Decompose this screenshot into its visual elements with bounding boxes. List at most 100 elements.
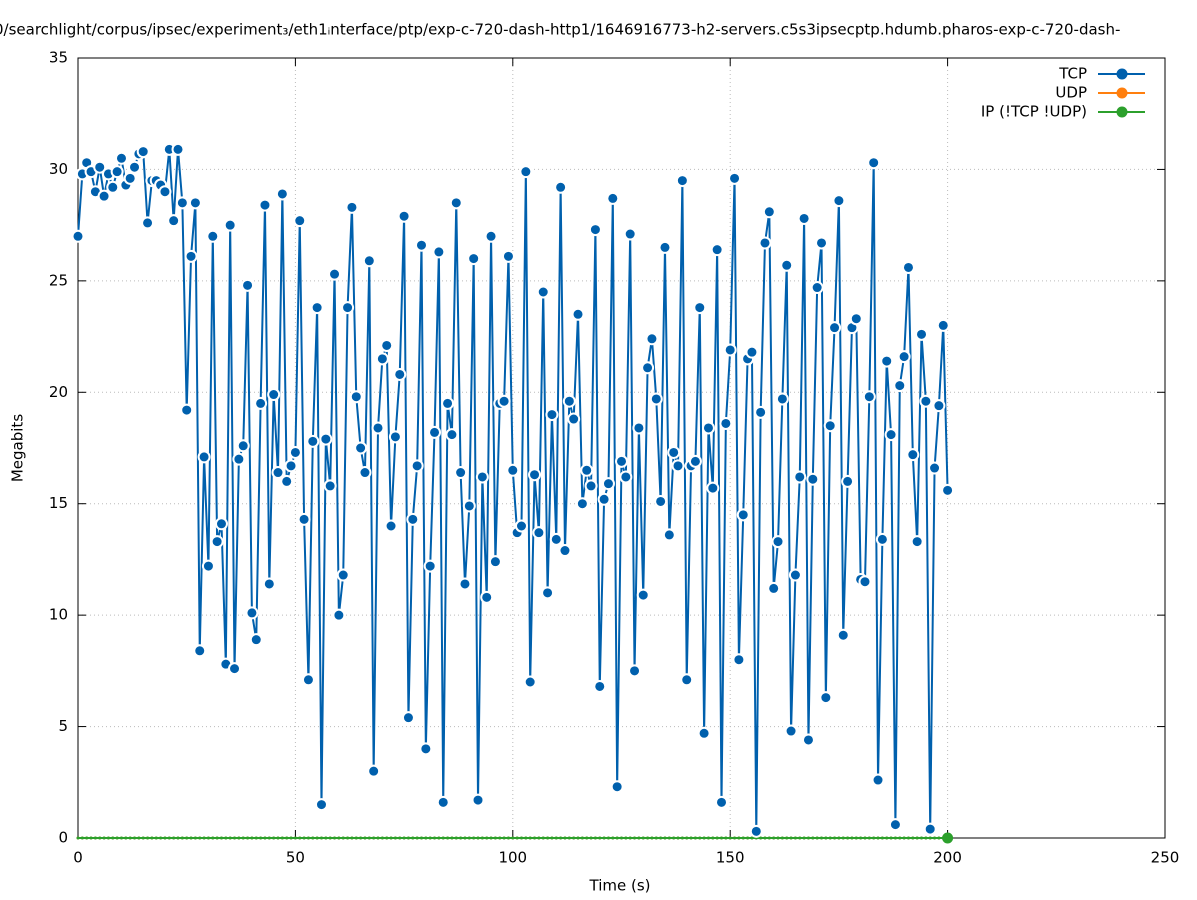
data-point <box>715 836 719 840</box>
y-tick-label: 20 <box>49 383 68 401</box>
data-point <box>98 836 102 840</box>
data-point <box>784 724 798 738</box>
data-point <box>659 836 663 840</box>
data-point <box>423 559 437 573</box>
data-point <box>545 408 559 422</box>
data-point <box>897 350 911 364</box>
data-point <box>680 836 684 840</box>
data-point <box>463 836 467 840</box>
data-point <box>815 836 819 840</box>
data-point <box>411 836 415 840</box>
data-point <box>706 836 710 840</box>
data-point <box>602 836 606 840</box>
data-point <box>376 836 380 840</box>
data-point <box>436 795 450 809</box>
data-point <box>506 463 520 477</box>
data-point <box>915 327 929 341</box>
data-point <box>902 836 906 840</box>
data-point <box>345 200 359 214</box>
data-point <box>597 492 611 506</box>
data-point <box>114 151 128 165</box>
data-point <box>293 836 297 840</box>
data-point <box>519 836 523 840</box>
data-point <box>910 535 924 549</box>
data-point <box>611 836 615 840</box>
data-point <box>224 836 228 840</box>
data-point <box>624 836 628 840</box>
data-point <box>746 836 750 840</box>
data-point <box>637 836 641 840</box>
series-0 <box>71 142 955 838</box>
data-point <box>806 836 810 840</box>
data-point <box>193 644 207 658</box>
data-point <box>167 214 181 228</box>
data-point <box>572 836 576 840</box>
data-point <box>906 448 920 462</box>
data-point <box>441 836 445 840</box>
data-point <box>932 399 946 413</box>
data-point <box>858 575 872 589</box>
data-point <box>428 836 432 840</box>
data-point <box>906 836 910 840</box>
data-point <box>797 211 811 225</box>
data-point <box>214 517 228 531</box>
data-point <box>180 403 194 417</box>
data-point <box>601 477 615 491</box>
data-point <box>506 836 510 840</box>
data-point <box>133 836 137 840</box>
data-point <box>733 836 737 840</box>
data-point <box>206 836 210 840</box>
data-point <box>171 142 185 156</box>
data-point <box>823 419 837 433</box>
data-point <box>336 568 350 582</box>
data-point <box>715 795 729 809</box>
data-point <box>562 394 576 408</box>
data-point <box>584 479 598 493</box>
data-point <box>788 568 802 582</box>
data-point <box>146 836 150 840</box>
y-tick-label: 0 <box>58 829 68 847</box>
data-point <box>724 836 728 840</box>
data-point <box>437 836 441 840</box>
data-point <box>537 836 541 840</box>
x-tick-label: 200 <box>933 849 962 867</box>
data-point <box>736 508 750 522</box>
data-point <box>349 390 363 404</box>
data-point <box>880 354 894 368</box>
data-point <box>328 267 342 281</box>
data-point <box>236 439 250 453</box>
data-point <box>119 836 123 840</box>
data-point <box>163 836 167 840</box>
data-point <box>258 198 272 212</box>
data-point <box>97 189 111 203</box>
legend-label: UDP <box>1055 84 1087 102</box>
data-point <box>367 836 371 840</box>
data-point <box>550 836 554 840</box>
data-point <box>328 836 332 840</box>
data-point <box>346 836 350 840</box>
data-point <box>533 836 537 840</box>
data-point <box>893 836 897 840</box>
data-point <box>285 836 289 840</box>
data-point <box>384 519 398 533</box>
data-point <box>798 836 802 840</box>
data-point <box>641 361 655 375</box>
data-point <box>137 836 141 840</box>
data-point <box>341 836 345 840</box>
data-point <box>763 836 767 840</box>
data-point <box>358 466 372 480</box>
data-point <box>588 223 602 237</box>
data-point <box>493 836 497 840</box>
data-point <box>693 301 707 315</box>
data-point <box>201 559 215 573</box>
data-point <box>849 312 863 326</box>
data-point <box>71 229 85 243</box>
data-point <box>450 836 454 840</box>
data-point <box>828 321 842 335</box>
data-point <box>280 474 294 488</box>
data-point <box>554 836 558 840</box>
data-point <box>341 301 355 315</box>
data-point <box>649 392 663 406</box>
data-point <box>414 238 428 252</box>
data-point <box>211 836 215 840</box>
